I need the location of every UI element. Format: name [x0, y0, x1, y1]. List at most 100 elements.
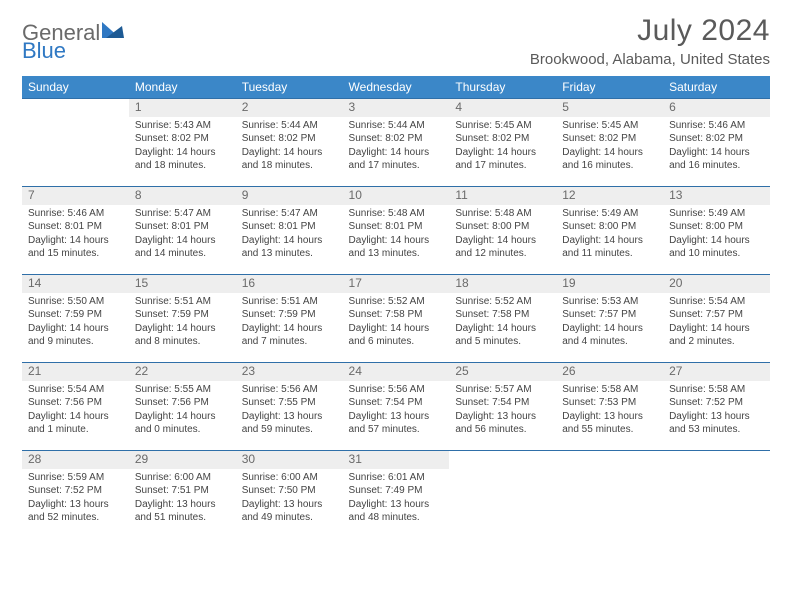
sunrise-text: Sunrise: 5:59 AM	[28, 471, 123, 485]
day-number	[22, 99, 129, 117]
sunset-text: Sunset: 7:56 PM	[135, 396, 230, 410]
daylight-text: Daylight: 13 hours and 57 minutes.	[349, 410, 444, 437]
title-block: July 2024 Brookwood, Alabama, United Sta…	[530, 14, 770, 68]
calendar-body: 123456Sunrise: 5:43 AMSunset: 8:02 PMDay…	[22, 99, 770, 539]
day-header: Friday	[556, 76, 663, 99]
sunset-text: Sunset: 7:58 PM	[455, 308, 550, 322]
day-number: 15	[129, 275, 236, 293]
day-cell: Sunrise: 5:57 AMSunset: 7:54 PMDaylight:…	[449, 381, 556, 451]
daylight-text: Daylight: 14 hours and 18 minutes.	[135, 146, 230, 173]
day-cell: Sunrise: 5:56 AMSunset: 7:54 PMDaylight:…	[343, 381, 450, 451]
day-header: Tuesday	[236, 76, 343, 99]
day-cell: Sunrise: 5:45 AMSunset: 8:02 PMDaylight:…	[449, 117, 556, 187]
day-number: 25	[449, 363, 556, 381]
daylight-text: Daylight: 14 hours and 17 minutes.	[455, 146, 550, 173]
daylight-text: Daylight: 13 hours and 53 minutes.	[669, 410, 764, 437]
sunrise-text: Sunrise: 5:49 AM	[562, 207, 657, 221]
sunrise-text: Sunrise: 5:44 AM	[242, 119, 337, 133]
day-number: 26	[556, 363, 663, 381]
day-number: 8	[129, 187, 236, 205]
sunrise-text: Sunrise: 5:55 AM	[135, 383, 230, 397]
sunset-text: Sunset: 7:57 PM	[562, 308, 657, 322]
sunrise-text: Sunrise: 5:54 AM	[669, 295, 764, 309]
calendar-table: Sunday Monday Tuesday Wednesday Thursday…	[22, 76, 770, 539]
header: General July 2024 Brookwood, Alabama, Un…	[22, 14, 770, 68]
sunset-text: Sunset: 8:01 PM	[349, 220, 444, 234]
daylight-text: Daylight: 14 hours and 1 minute.	[28, 410, 123, 437]
sunrise-text: Sunrise: 5:45 AM	[455, 119, 550, 133]
day-cell: Sunrise: 5:46 AMSunset: 8:01 PMDaylight:…	[22, 205, 129, 275]
day-number: 18	[449, 275, 556, 293]
day-cell: Sunrise: 5:52 AMSunset: 7:58 PMDaylight:…	[449, 293, 556, 363]
daylight-text: Daylight: 14 hours and 6 minutes.	[349, 322, 444, 349]
daylight-text: Daylight: 14 hours and 0 minutes.	[135, 410, 230, 437]
daylight-text: Daylight: 14 hours and 7 minutes.	[242, 322, 337, 349]
day-number: 2	[236, 99, 343, 117]
day-cell: Sunrise: 5:59 AMSunset: 7:52 PMDaylight:…	[22, 469, 129, 539]
day-cell: Sunrise: 5:44 AMSunset: 8:02 PMDaylight:…	[236, 117, 343, 187]
day-number: 5	[556, 99, 663, 117]
sunrise-text: Sunrise: 6:01 AM	[349, 471, 444, 485]
sunset-text: Sunset: 7:52 PM	[669, 396, 764, 410]
day-cell: Sunrise: 5:45 AMSunset: 8:02 PMDaylight:…	[556, 117, 663, 187]
daylight-text: Daylight: 14 hours and 2 minutes.	[669, 322, 764, 349]
day-number: 31	[343, 451, 450, 469]
day-cell: Sunrise: 5:54 AMSunset: 7:56 PMDaylight:…	[22, 381, 129, 451]
day-number: 3	[343, 99, 450, 117]
logo-text-blue: Blue	[22, 38, 66, 63]
daylight-text: Daylight: 14 hours and 4 minutes.	[562, 322, 657, 349]
sunrise-text: Sunrise: 5:56 AM	[242, 383, 337, 397]
sunset-text: Sunset: 8:02 PM	[349, 132, 444, 146]
daynum-row: 123456	[22, 99, 770, 117]
day-cell: Sunrise: 5:50 AMSunset: 7:59 PMDaylight:…	[22, 293, 129, 363]
sunset-text: Sunset: 7:56 PM	[28, 396, 123, 410]
day-cell: Sunrise: 5:43 AMSunset: 8:02 PMDaylight:…	[129, 117, 236, 187]
sunset-text: Sunset: 7:54 PM	[455, 396, 550, 410]
day-cell: Sunrise: 6:00 AMSunset: 7:51 PMDaylight:…	[129, 469, 236, 539]
day-number: 30	[236, 451, 343, 469]
day-number: 10	[343, 187, 450, 205]
sunset-text: Sunset: 7:55 PM	[242, 396, 337, 410]
day-number: 4	[449, 99, 556, 117]
day-cell: Sunrise: 5:49 AMSunset: 8:00 PMDaylight:…	[556, 205, 663, 275]
sunrise-text: Sunrise: 5:58 AM	[669, 383, 764, 397]
sunrise-text: Sunrise: 5:52 AM	[455, 295, 550, 309]
daylight-text: Daylight: 14 hours and 13 minutes.	[349, 234, 444, 261]
day-number: 24	[343, 363, 450, 381]
sunrise-text: Sunrise: 5:56 AM	[349, 383, 444, 397]
day-cell	[556, 469, 663, 539]
daylight-text: Daylight: 13 hours and 48 minutes.	[349, 498, 444, 525]
daylight-text: Daylight: 14 hours and 11 minutes.	[562, 234, 657, 261]
daylight-text: Daylight: 13 hours and 49 minutes.	[242, 498, 337, 525]
day-number	[663, 451, 770, 469]
sunrise-text: Sunrise: 5:57 AM	[455, 383, 550, 397]
daylight-text: Daylight: 13 hours and 51 minutes.	[135, 498, 230, 525]
sunset-text: Sunset: 8:01 PM	[28, 220, 123, 234]
day-cell: Sunrise: 5:51 AMSunset: 7:59 PMDaylight:…	[236, 293, 343, 363]
sunrise-text: Sunrise: 5:51 AM	[135, 295, 230, 309]
day-cell: Sunrise: 5:47 AMSunset: 8:01 PMDaylight:…	[129, 205, 236, 275]
sunrise-text: Sunrise: 5:47 AM	[242, 207, 337, 221]
sunset-text: Sunset: 7:53 PM	[562, 396, 657, 410]
sunrise-text: Sunrise: 5:46 AM	[28, 207, 123, 221]
content-row: Sunrise: 5:54 AMSunset: 7:56 PMDaylight:…	[22, 381, 770, 451]
day-cell: Sunrise: 5:52 AMSunset: 7:58 PMDaylight:…	[343, 293, 450, 363]
day-header: Sunday	[22, 76, 129, 99]
day-number: 20	[663, 275, 770, 293]
day-header: Thursday	[449, 76, 556, 99]
day-cell: Sunrise: 5:54 AMSunset: 7:57 PMDaylight:…	[663, 293, 770, 363]
day-number: 11	[449, 187, 556, 205]
location-text: Brookwood, Alabama, United States	[530, 51, 770, 68]
sunrise-text: Sunrise: 5:45 AM	[562, 119, 657, 133]
content-row: Sunrise: 5:46 AMSunset: 8:01 PMDaylight:…	[22, 205, 770, 275]
content-row: Sunrise: 5:59 AMSunset: 7:52 PMDaylight:…	[22, 469, 770, 539]
sunrise-text: Sunrise: 5:58 AM	[562, 383, 657, 397]
sunrise-text: Sunrise: 5:51 AM	[242, 295, 337, 309]
daynum-row: 28293031	[22, 451, 770, 469]
sunrise-text: Sunrise: 5:47 AM	[135, 207, 230, 221]
daylight-text: Daylight: 14 hours and 16 minutes.	[562, 146, 657, 173]
sunset-text: Sunset: 7:59 PM	[135, 308, 230, 322]
sunset-text: Sunset: 8:00 PM	[669, 220, 764, 234]
sunrise-text: Sunrise: 5:52 AM	[349, 295, 444, 309]
day-number: 13	[663, 187, 770, 205]
